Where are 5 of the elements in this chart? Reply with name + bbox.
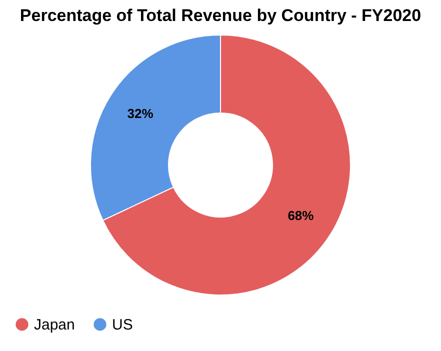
chart-title: Percentage of Total Revenue by Country - FY2020: [20, 6, 422, 25]
data-label: 32%: [127, 106, 154, 122]
legend-label: Japan: [34, 316, 75, 334]
legend-label: US: [112, 316, 133, 334]
data-label: 68%: [288, 208, 314, 223]
